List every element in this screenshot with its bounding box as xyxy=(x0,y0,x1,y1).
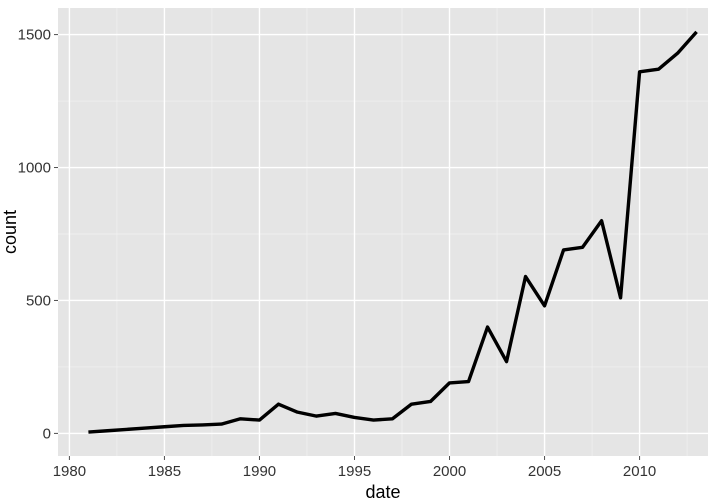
plot-panel xyxy=(58,8,708,456)
x-axis-title: date xyxy=(365,482,400,502)
x-tick-label: 1995 xyxy=(338,463,371,480)
y-tick-label: 500 xyxy=(26,292,51,309)
x-tick-label: 1985 xyxy=(148,463,181,480)
x-tick-label: 2010 xyxy=(623,463,656,480)
y-tick-label: 1500 xyxy=(18,27,51,44)
chart-svg: 1980 1985 1990 1995 2000 2005 2010 0 500 1000 1500… xyxy=(0,0,720,504)
line-chart: 1980 1985 1990 1995 2000 2005 2010 0 500 1000 1500… xyxy=(0,0,720,504)
x-tick-label: 1990 xyxy=(243,463,276,480)
y-axis-title: count xyxy=(0,210,20,254)
y-tick-label: 1000 xyxy=(18,160,51,177)
y-tick-label: 0 xyxy=(43,425,51,442)
x-tick-label: 2000 xyxy=(433,463,466,480)
x-tick-label: 1980 xyxy=(53,463,86,480)
x-tick-label: 2005 xyxy=(528,463,561,480)
